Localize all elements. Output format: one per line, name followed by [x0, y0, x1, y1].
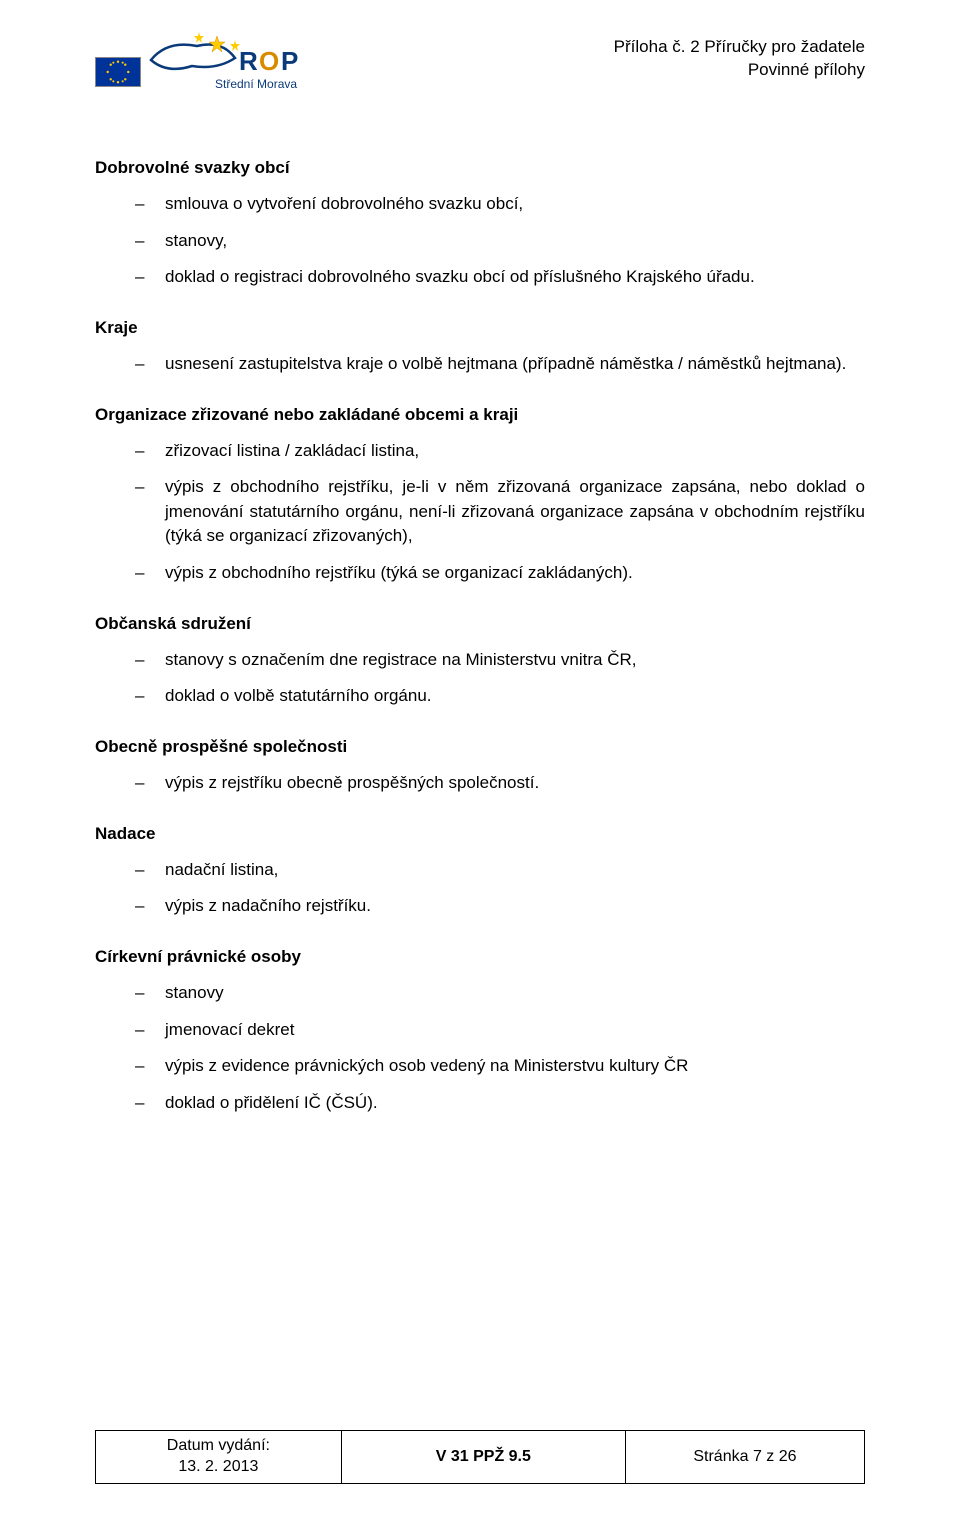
- svg-text:R: R: [239, 46, 258, 76]
- list-item: doklad o registraci dobrovolného svazku …: [135, 265, 865, 290]
- section-list: stanovy s označením dne registrace na Mi…: [95, 648, 865, 709]
- section-title: Občanská sdružení: [95, 614, 865, 634]
- header-line2: Povinné přílohy: [614, 59, 865, 82]
- section-list: nadační listina, výpis z nadačního rejstř…: [95, 858, 865, 919]
- section-title: Obecně prospěšné společnosti: [95, 737, 865, 757]
- section-title: Kraje: [95, 318, 865, 338]
- list-item: smlouva o vytvoření dobrovolného svazku …: [135, 192, 865, 217]
- logo-area: R O P Střední Morava: [95, 30, 312, 98]
- list-item: výpis z nadačního rejstříku.: [135, 894, 865, 919]
- section-title: Dobrovolné svazky obcí: [95, 158, 865, 178]
- section-list: výpis z rejstříku obecně prospěšných spo…: [95, 771, 865, 796]
- list-item: stanovy s označením dne registrace na Mi…: [135, 648, 865, 673]
- footer-version: V 31 PPŽ 9.5: [342, 1431, 626, 1483]
- section-title: Církevní právnické osoby: [95, 947, 865, 967]
- list-item: stanovy: [135, 981, 865, 1006]
- list-item: výpis z rejstříku obecně prospěšných spo…: [135, 771, 865, 796]
- header-subtitle: Příloha č. 2 Příručky pro žadatele Povin…: [614, 30, 865, 82]
- list-item: doklad o volbě statutárního orgánu.: [135, 684, 865, 709]
- eu-flag-icon: [95, 57, 141, 87]
- list-item: výpis z obchodního rejstříku, je-li v ně…: [135, 475, 865, 549]
- document-body: Dobrovolné svazky obcí smlouva o vytvořen…: [95, 158, 865, 1116]
- section-list: zřizovací listina / zakládací listina, vý…: [95, 439, 865, 586]
- section-title: Organizace zřizované nebo zakládané obce…: [95, 405, 865, 425]
- footer-issue-date: Datum vydání: 13. 2. 2013: [96, 1431, 342, 1483]
- list-item: zřizovací listina / zakládací listina,: [135, 439, 865, 464]
- list-item: nadační listina,: [135, 858, 865, 883]
- footer-page-number: Stránka 7 z 26: [626, 1431, 864, 1483]
- section-title: Nadace: [95, 824, 865, 844]
- list-item: výpis z obchodního rejstříku (týká se or…: [135, 561, 865, 586]
- svg-text:O: O: [259, 46, 279, 76]
- svg-text:P: P: [281, 46, 298, 76]
- list-item: jmenovací dekret: [135, 1018, 865, 1043]
- list-item: doklad o přidělení IČ (ČSÚ).: [135, 1091, 865, 1116]
- page-header: R O P Střední Morava Příloha č. 2 Příruč…: [95, 30, 865, 98]
- header-line1: Příloha č. 2 Příručky pro žadatele: [614, 36, 865, 59]
- list-item: výpis z evidence právnických osob vedený…: [135, 1054, 865, 1079]
- list-item: stanovy,: [135, 229, 865, 254]
- rop-logo-icon: R O P Střední Morava: [147, 30, 312, 98]
- list-item: usnesení zastupitelstva kraje o volbě he…: [135, 352, 865, 377]
- footer-table: Datum vydání: 13. 2. 2013 V 31 PPŽ 9.5 S…: [95, 1430, 865, 1484]
- rop-subtitle: Střední Morava: [215, 77, 297, 91]
- section-list: stanovy jmenovací dekret výpis z evidence …: [95, 981, 865, 1116]
- section-list: usnesení zastupitelstva kraje o volbě he…: [95, 352, 865, 377]
- section-list: smlouva o vytvoření dobrovolného svazku …: [95, 192, 865, 290]
